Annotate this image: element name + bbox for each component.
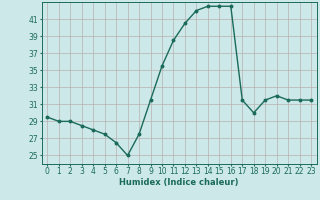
X-axis label: Humidex (Indice chaleur): Humidex (Indice chaleur) (119, 178, 239, 187)
